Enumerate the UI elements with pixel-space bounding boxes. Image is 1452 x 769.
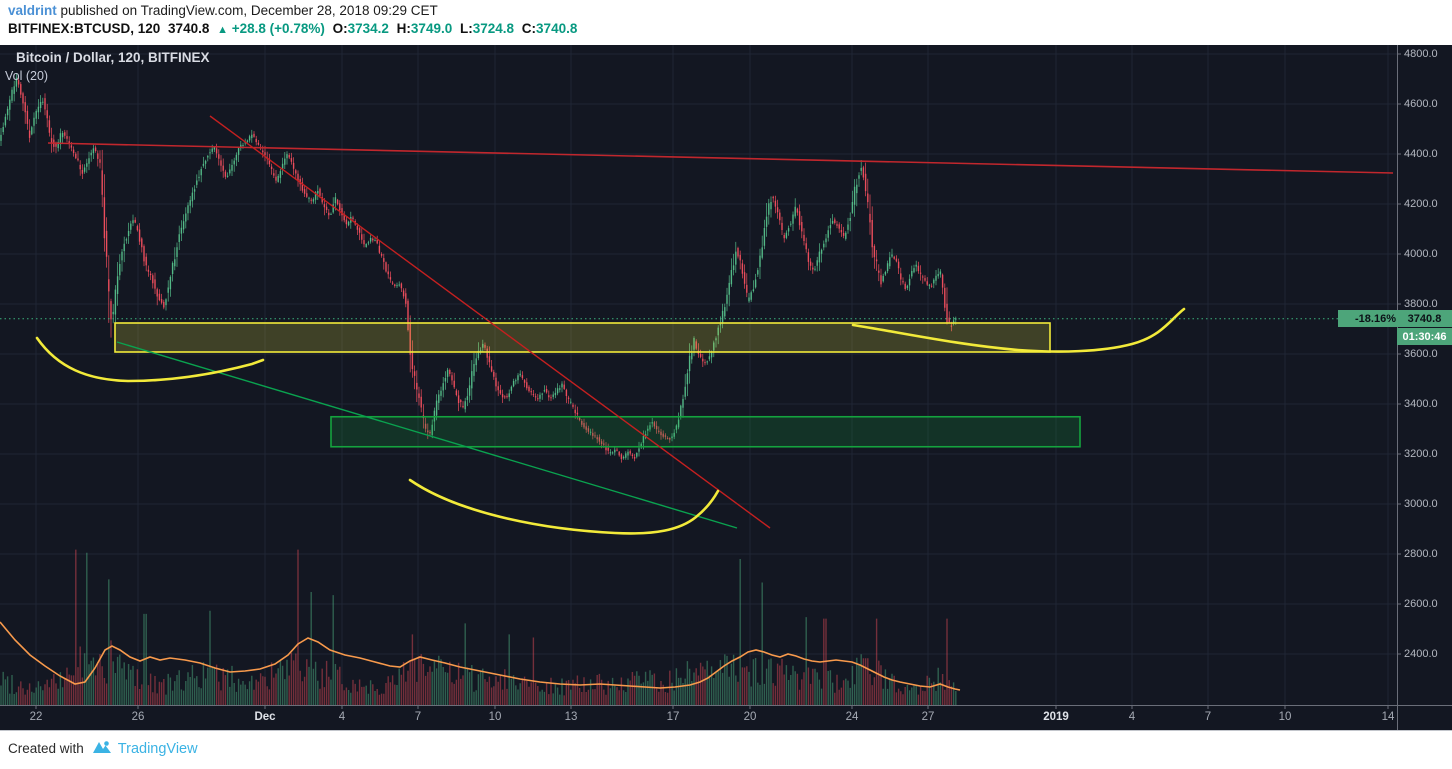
price-axis-label: 4000.0 xyxy=(1404,248,1438,260)
published-text: published on TradingView.com, December 2… xyxy=(56,3,438,18)
time-axis-label: 20 xyxy=(743,711,757,723)
arc-right[interactable] xyxy=(851,307,1186,353)
price-axis-label: 3400.0 xyxy=(1404,398,1438,410)
time-axis-label: 22 xyxy=(29,711,43,723)
price-axis-label: 4800.0 xyxy=(1404,48,1438,60)
descending-resistance-long[interactable] xyxy=(47,142,1394,174)
time-axis-label: 10 xyxy=(1278,711,1292,723)
low-label: L: xyxy=(459,21,473,36)
price-axis-label: 3600.0 xyxy=(1404,348,1438,360)
time-axis-label: 4 xyxy=(1128,711,1136,723)
open-value: 3734.2 xyxy=(347,21,389,36)
price-axis-label: 3200.0 xyxy=(1404,448,1438,460)
author-link[interactable]: valdrint xyxy=(8,3,57,18)
tradingview-logo-icon xyxy=(92,740,112,757)
resistance-zone-yellow[interactable] xyxy=(114,322,1051,353)
symbol-name: BITFINEX:BTCUSD, 120 xyxy=(8,21,161,36)
tradingview-link[interactable]: TradingView xyxy=(117,740,198,757)
bar-countdown-badge: 01:30:46 xyxy=(1397,328,1452,346)
last-price: 3740.8 xyxy=(168,21,210,36)
low-value: 3724.8 xyxy=(472,21,515,36)
price-axis-label: 3000.0 xyxy=(1404,498,1438,510)
high-label: H: xyxy=(396,21,411,36)
time-axis-label: 17 xyxy=(666,711,680,723)
created-with-text: Created with xyxy=(8,741,84,756)
time-axis-label: 2019 xyxy=(1043,711,1069,723)
last-price-badge: 3740.8 xyxy=(1397,310,1452,328)
attribution-footer: Created with TradingView xyxy=(0,731,1452,769)
price-change: +28.8 (+0.78%) xyxy=(231,21,325,36)
volume-ma-line xyxy=(0,621,961,691)
symbol-readout: BITFINEX:BTCUSD, 120 3740.8 ▲ +28.8 (+0.… xyxy=(8,21,577,36)
time-axis-label: Dec xyxy=(254,711,276,723)
close-value: 3740.8 xyxy=(536,21,578,36)
time-axis-label: 4 xyxy=(338,711,346,723)
time-axis-label: 26 xyxy=(131,711,145,723)
drawing-objects[interactable] xyxy=(35,115,1394,535)
time-axis-label: 14 xyxy=(1381,711,1395,723)
close-label: C: xyxy=(521,21,537,36)
time-axis-label: 7 xyxy=(1204,711,1212,723)
published-line: valdrint published on TradingView.com, D… xyxy=(8,3,438,18)
arc-left[interactable] xyxy=(35,336,265,383)
candlestick-series xyxy=(0,73,957,463)
time-axis-label: 24 xyxy=(845,711,859,723)
support-zone-green[interactable] xyxy=(330,415,1081,448)
price-axis-label: 3800.0 xyxy=(1404,298,1438,310)
green-downtrend[interactable] xyxy=(116,341,738,529)
price-axis-label: 2400.0 xyxy=(1404,648,1438,660)
price-axis-label: 4200.0 xyxy=(1404,198,1438,210)
time-axis-label: 27 xyxy=(921,711,935,723)
price-axis-label: 2600.0 xyxy=(1404,598,1438,610)
time-axis-label: 13 xyxy=(564,711,578,723)
up-arrow-icon: ▲ xyxy=(217,24,228,36)
volume-series xyxy=(0,549,961,705)
chart-background xyxy=(0,45,1452,731)
grid-lines xyxy=(0,45,1397,705)
publication-header: valdrint published on TradingView.com, D… xyxy=(0,0,1452,45)
time-axis-label: 10 xyxy=(488,711,502,723)
arc-middle[interactable] xyxy=(408,478,720,535)
high-value: 3749.0 xyxy=(410,21,453,36)
percent-change-badge: -18.16% xyxy=(1338,310,1401,328)
open-label: O: xyxy=(332,21,348,36)
price-axis-label: 2800.0 xyxy=(1404,548,1438,560)
axis-frame xyxy=(0,45,1452,731)
time-axis-label: 7 xyxy=(414,711,422,723)
price-axis-label: 4600.0 xyxy=(1404,98,1438,110)
steep-downtrend[interactable] xyxy=(209,115,771,529)
price-axis-label: 4400.0 xyxy=(1404,148,1438,160)
